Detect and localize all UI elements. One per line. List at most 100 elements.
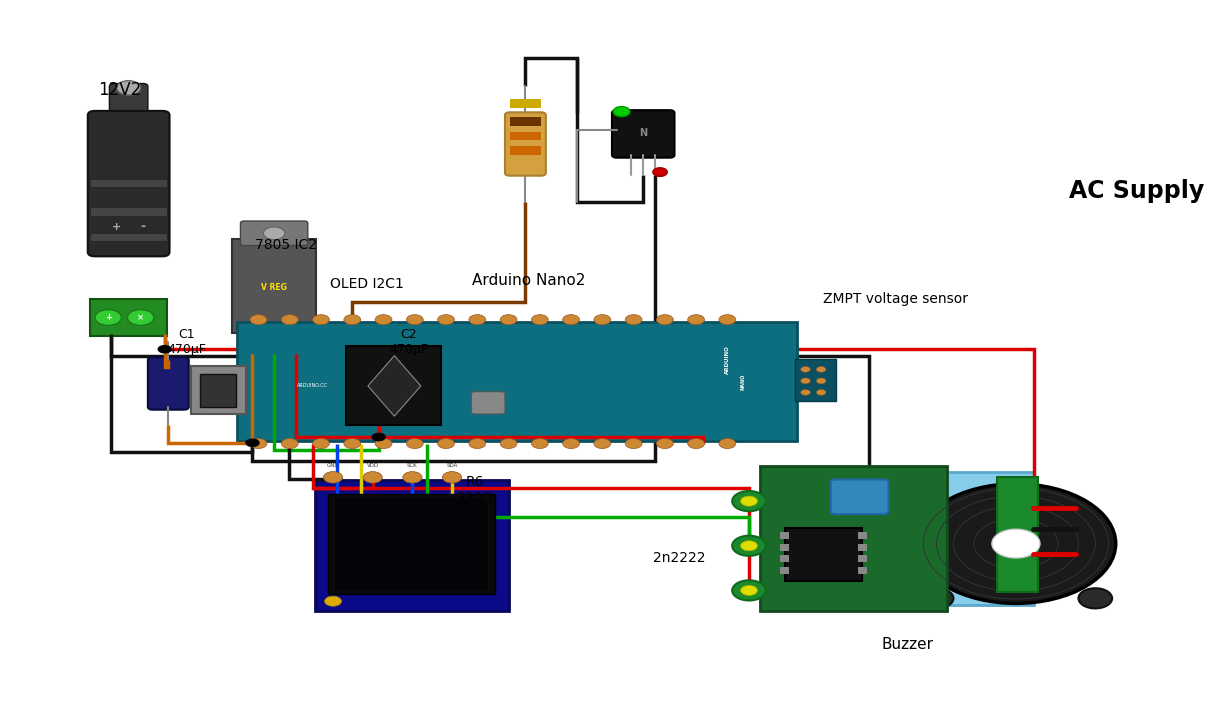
Circle shape — [371, 433, 386, 441]
Circle shape — [657, 438, 674, 449]
FancyBboxPatch shape — [110, 84, 147, 122]
FancyBboxPatch shape — [471, 392, 505, 414]
FancyBboxPatch shape — [794, 359, 836, 401]
Text: ZMPT voltage sensor: ZMPT voltage sensor — [823, 292, 968, 306]
Circle shape — [741, 496, 758, 506]
Circle shape — [625, 315, 642, 325]
FancyBboxPatch shape — [760, 466, 948, 611]
Bar — [90, 233, 167, 241]
Circle shape — [501, 315, 516, 325]
Circle shape — [741, 541, 758, 551]
Circle shape — [657, 315, 674, 325]
Circle shape — [816, 390, 826, 395]
Bar — [781, 532, 789, 539]
Circle shape — [594, 438, 610, 449]
FancyBboxPatch shape — [88, 111, 169, 256]
Circle shape — [1078, 588, 1112, 608]
Text: SCK: SCK — [407, 463, 418, 468]
Circle shape — [325, 596, 341, 606]
Circle shape — [437, 438, 454, 449]
FancyBboxPatch shape — [240, 221, 308, 246]
Circle shape — [563, 315, 580, 325]
Text: -: - — [140, 220, 146, 233]
FancyBboxPatch shape — [90, 299, 167, 336]
Circle shape — [653, 168, 667, 176]
Bar — [510, 146, 541, 155]
Text: 7805 IC2: 7805 IC2 — [255, 238, 317, 252]
Bar — [859, 567, 867, 574]
Text: GND: GND — [326, 463, 340, 468]
Circle shape — [531, 438, 548, 449]
Circle shape — [343, 315, 361, 325]
Bar — [510, 117, 541, 126]
Circle shape — [407, 315, 423, 325]
Circle shape — [245, 438, 259, 447]
Text: ARDUINO.CC: ARDUINO.CC — [297, 384, 328, 388]
FancyBboxPatch shape — [505, 112, 546, 176]
Bar — [510, 99, 541, 108]
Text: Buzzer: Buzzer — [882, 637, 934, 652]
FancyBboxPatch shape — [786, 528, 862, 581]
Text: ×: × — [138, 313, 144, 322]
Polygon shape — [368, 356, 420, 416]
Circle shape — [375, 315, 392, 325]
Bar — [781, 544, 789, 551]
Circle shape — [469, 315, 486, 325]
Text: OLED I2C1: OLED I2C1 — [330, 277, 403, 292]
Circle shape — [117, 81, 140, 95]
Circle shape — [594, 315, 610, 325]
Circle shape — [991, 529, 1040, 558]
Bar — [859, 544, 867, 551]
Text: C1
470μF: C1 470μF — [167, 328, 206, 356]
FancyBboxPatch shape — [233, 239, 317, 333]
Text: VDD: VDD — [367, 463, 379, 468]
Circle shape — [732, 536, 766, 556]
Circle shape — [281, 438, 298, 449]
Circle shape — [800, 390, 810, 395]
FancyBboxPatch shape — [996, 477, 1038, 592]
Circle shape — [800, 366, 810, 372]
Circle shape — [469, 438, 486, 449]
FancyBboxPatch shape — [831, 480, 888, 514]
Circle shape — [613, 107, 630, 117]
Text: Arduino Nano2: Arduino Nano2 — [473, 274, 586, 288]
FancyBboxPatch shape — [191, 366, 246, 414]
Text: R6
330Ω: R6 330Ω — [457, 474, 493, 505]
Circle shape — [324, 472, 342, 483]
Text: N: N — [639, 128, 647, 138]
Circle shape — [343, 438, 361, 449]
Circle shape — [501, 438, 516, 449]
Text: NANO: NANO — [741, 374, 745, 390]
Circle shape — [375, 438, 392, 449]
Circle shape — [442, 472, 462, 483]
FancyBboxPatch shape — [315, 480, 509, 611]
Bar — [781, 567, 789, 574]
Text: SDA: SDA — [446, 463, 458, 468]
Circle shape — [250, 315, 267, 325]
Text: ARDUINO: ARDUINO — [725, 346, 730, 374]
FancyBboxPatch shape — [611, 110, 675, 158]
Text: +: + — [105, 313, 112, 322]
Circle shape — [95, 310, 122, 325]
Text: +: + — [112, 222, 122, 232]
Circle shape — [563, 438, 580, 449]
Text: V REG: V REG — [261, 284, 287, 292]
Circle shape — [688, 315, 704, 325]
Circle shape — [128, 310, 153, 325]
Text: AC Supply: AC Supply — [1068, 179, 1203, 203]
Circle shape — [250, 438, 267, 449]
Circle shape — [920, 588, 954, 608]
Circle shape — [437, 315, 454, 325]
FancyBboxPatch shape — [147, 357, 189, 410]
Bar — [246, 330, 258, 355]
Circle shape — [157, 345, 172, 354]
FancyBboxPatch shape — [940, 472, 1034, 605]
Circle shape — [719, 315, 736, 325]
Circle shape — [800, 378, 810, 384]
Bar — [510, 132, 541, 140]
Circle shape — [916, 484, 1116, 603]
Bar — [268, 330, 280, 355]
Circle shape — [741, 585, 758, 595]
FancyBboxPatch shape — [346, 346, 441, 425]
Bar — [90, 207, 167, 216]
